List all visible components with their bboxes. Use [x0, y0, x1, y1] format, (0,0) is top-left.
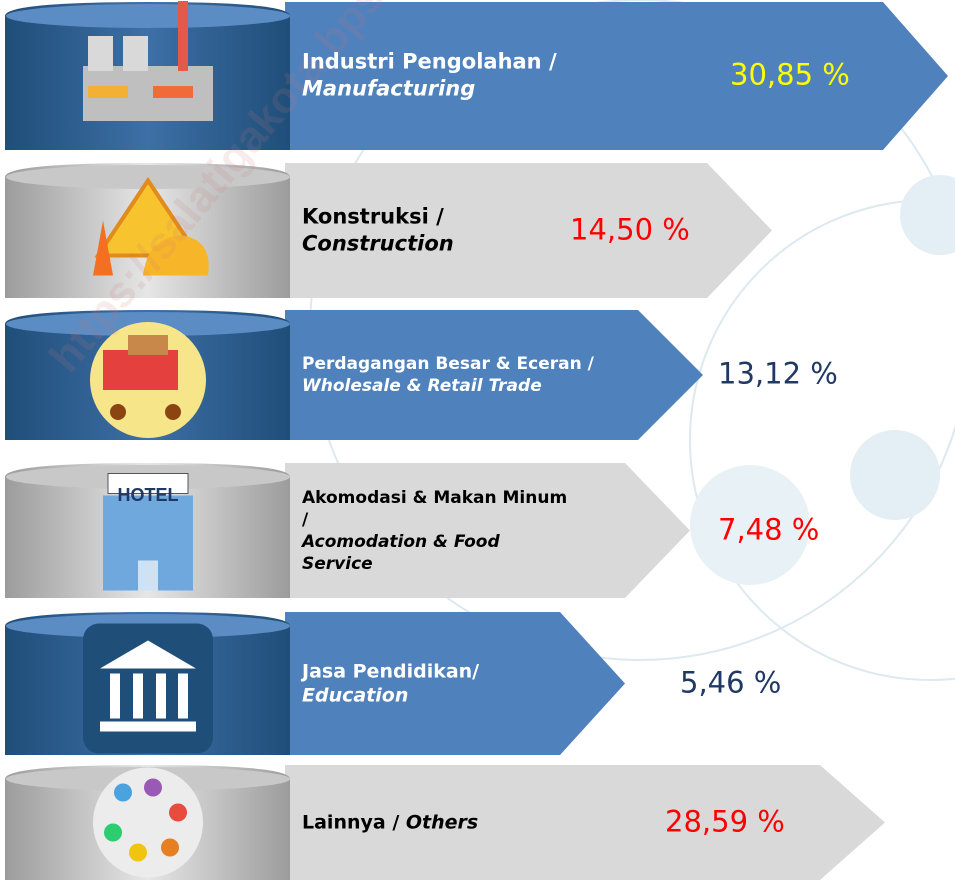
label-id: Konstruksi / — [302, 204, 444, 229]
row-value: 28,59 % — [665, 803, 785, 838]
arrow — [285, 163, 772, 298]
label-en: Manufacturing — [302, 77, 476, 101]
row-label: Perdagangan Besar & Eceran / Wholesale & … — [302, 353, 642, 397]
arrow — [285, 310, 703, 440]
row-label: Konstruksi / Construction — [302, 203, 542, 258]
icon — [93, 767, 203, 878]
icon — [93, 176, 209, 276]
row-label: Jasa Pendidikan/Education — [302, 659, 542, 708]
arrow — [285, 2, 948, 150]
row-value: 5,46 % — [680, 664, 782, 699]
icon-text: HOTEL — [118, 485, 179, 505]
label-id: Jasa Pendidikan/ — [302, 659, 480, 682]
icon — [103, 473, 193, 591]
icon — [83, 1, 213, 121]
label-en: Wholesale & Retail Trade — [302, 376, 542, 396]
row-label: Lainnya / Others — [302, 810, 602, 835]
cylinder-top — [6, 4, 290, 28]
row-value: 30,85 % — [730, 57, 850, 92]
arrow — [285, 463, 690, 598]
row-label: Akomodasi & Makan Minum / Acomodation & F… — [302, 486, 572, 574]
label-id: Perdagangan Besar & Eceran / — [302, 353, 594, 374]
row-value: 14,50 % — [570, 211, 690, 246]
label-id: Industri Pengolahan / — [302, 49, 557, 74]
label-en: Others — [405, 811, 479, 834]
row-value: 13,12 % — [718, 356, 838, 391]
icon — [90, 322, 206, 438]
label-en: Construction — [302, 231, 454, 256]
arrow — [285, 612, 625, 755]
row-value: 7,48 % — [718, 511, 820, 546]
label-id: Akomodasi & Makan Minum / — [302, 487, 568, 530]
label-id: Lainnya / — [302, 811, 406, 834]
label-en: Acomodation & Food Service — [302, 531, 500, 574]
label-en: Education — [302, 684, 409, 707]
arrow — [285, 765, 885, 880]
row-label: Industri Pengolahan / Manufacturing — [302, 49, 562, 104]
icon — [83, 623, 213, 754]
